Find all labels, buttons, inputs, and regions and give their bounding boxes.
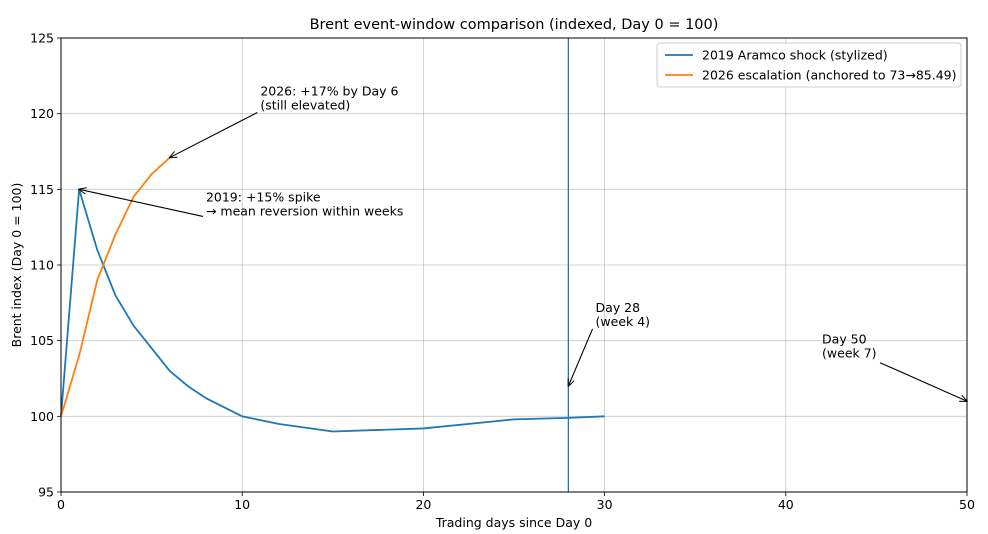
x-axis-label: Trading days since Day 0 [435, 515, 592, 530]
annotation-arrow [879, 362, 967, 402]
x-tick-label: 50 [959, 497, 975, 512]
annotation-text: (still elevated) [260, 98, 350, 113]
legend: 2019 Aramco shock (stylized) 2026 escalat… [656, 42, 962, 88]
y-axis-label: Brent index (Day 0 = 100) [9, 183, 24, 348]
x-tick-label: 10 [234, 497, 250, 512]
y-tick-label: 105 [30, 333, 54, 348]
annotation-text: Day 28 [596, 300, 641, 315]
x-tick-label: 0 [57, 497, 65, 512]
annotation-arrow [568, 328, 594, 386]
annotation-arrow [170, 112, 258, 158]
series-line-0 [60, 188, 605, 433]
ticks: 0 10 20 30 40 50 95 100 105 110 115 120 125 [30, 31, 975, 513]
y-tick-label: 120 [30, 106, 54, 121]
legend-label-0: 2019 Aramco shock (stylized) [702, 48, 888, 63]
annotation-3: Day 50(week 7) [822, 332, 967, 402]
chart-title: Brent event-window comparison (indexed, … [310, 17, 719, 33]
annotation-1: 2019: +15% spike→ mean reversion within … [79, 189, 403, 218]
annotation-text: (week 4) [596, 314, 651, 329]
series-line-1 [60, 156, 171, 417]
y-tick-label: 95 [38, 485, 54, 500]
annotation-2: Day 28(week 4) [568, 300, 650, 386]
x-tick-label: 40 [778, 497, 794, 512]
x-tick-label: 20 [415, 497, 431, 512]
y-tick-label: 100 [30, 409, 54, 424]
legend-label-1: 2026 escalation (anchored to 73→85.49) [702, 68, 957, 83]
annotation-text: → mean reversion within weeks [206, 203, 403, 218]
x-tick-label: 30 [597, 497, 613, 512]
y-tick-label: 115 [30, 182, 54, 197]
series-layer [60, 156, 605, 433]
y-tick-label: 110 [30, 258, 54, 273]
y-tick-label: 125 [30, 31, 54, 46]
annotation-text: 2019: +15% spike [206, 189, 321, 204]
legend-box [656, 42, 962, 88]
annotation-arrow [79, 189, 204, 217]
annotation-text: 2026: +17% by Day 6 [260, 84, 398, 99]
annotations: 2026: +17% by Day 6(still elevated) 2019:… [79, 84, 967, 402]
annotation-text: Day 50 [822, 332, 867, 347]
annotation-text: (week 7) [822, 346, 877, 361]
annotation-0: 2026: +17% by Day 6(still elevated) [170, 84, 399, 158]
